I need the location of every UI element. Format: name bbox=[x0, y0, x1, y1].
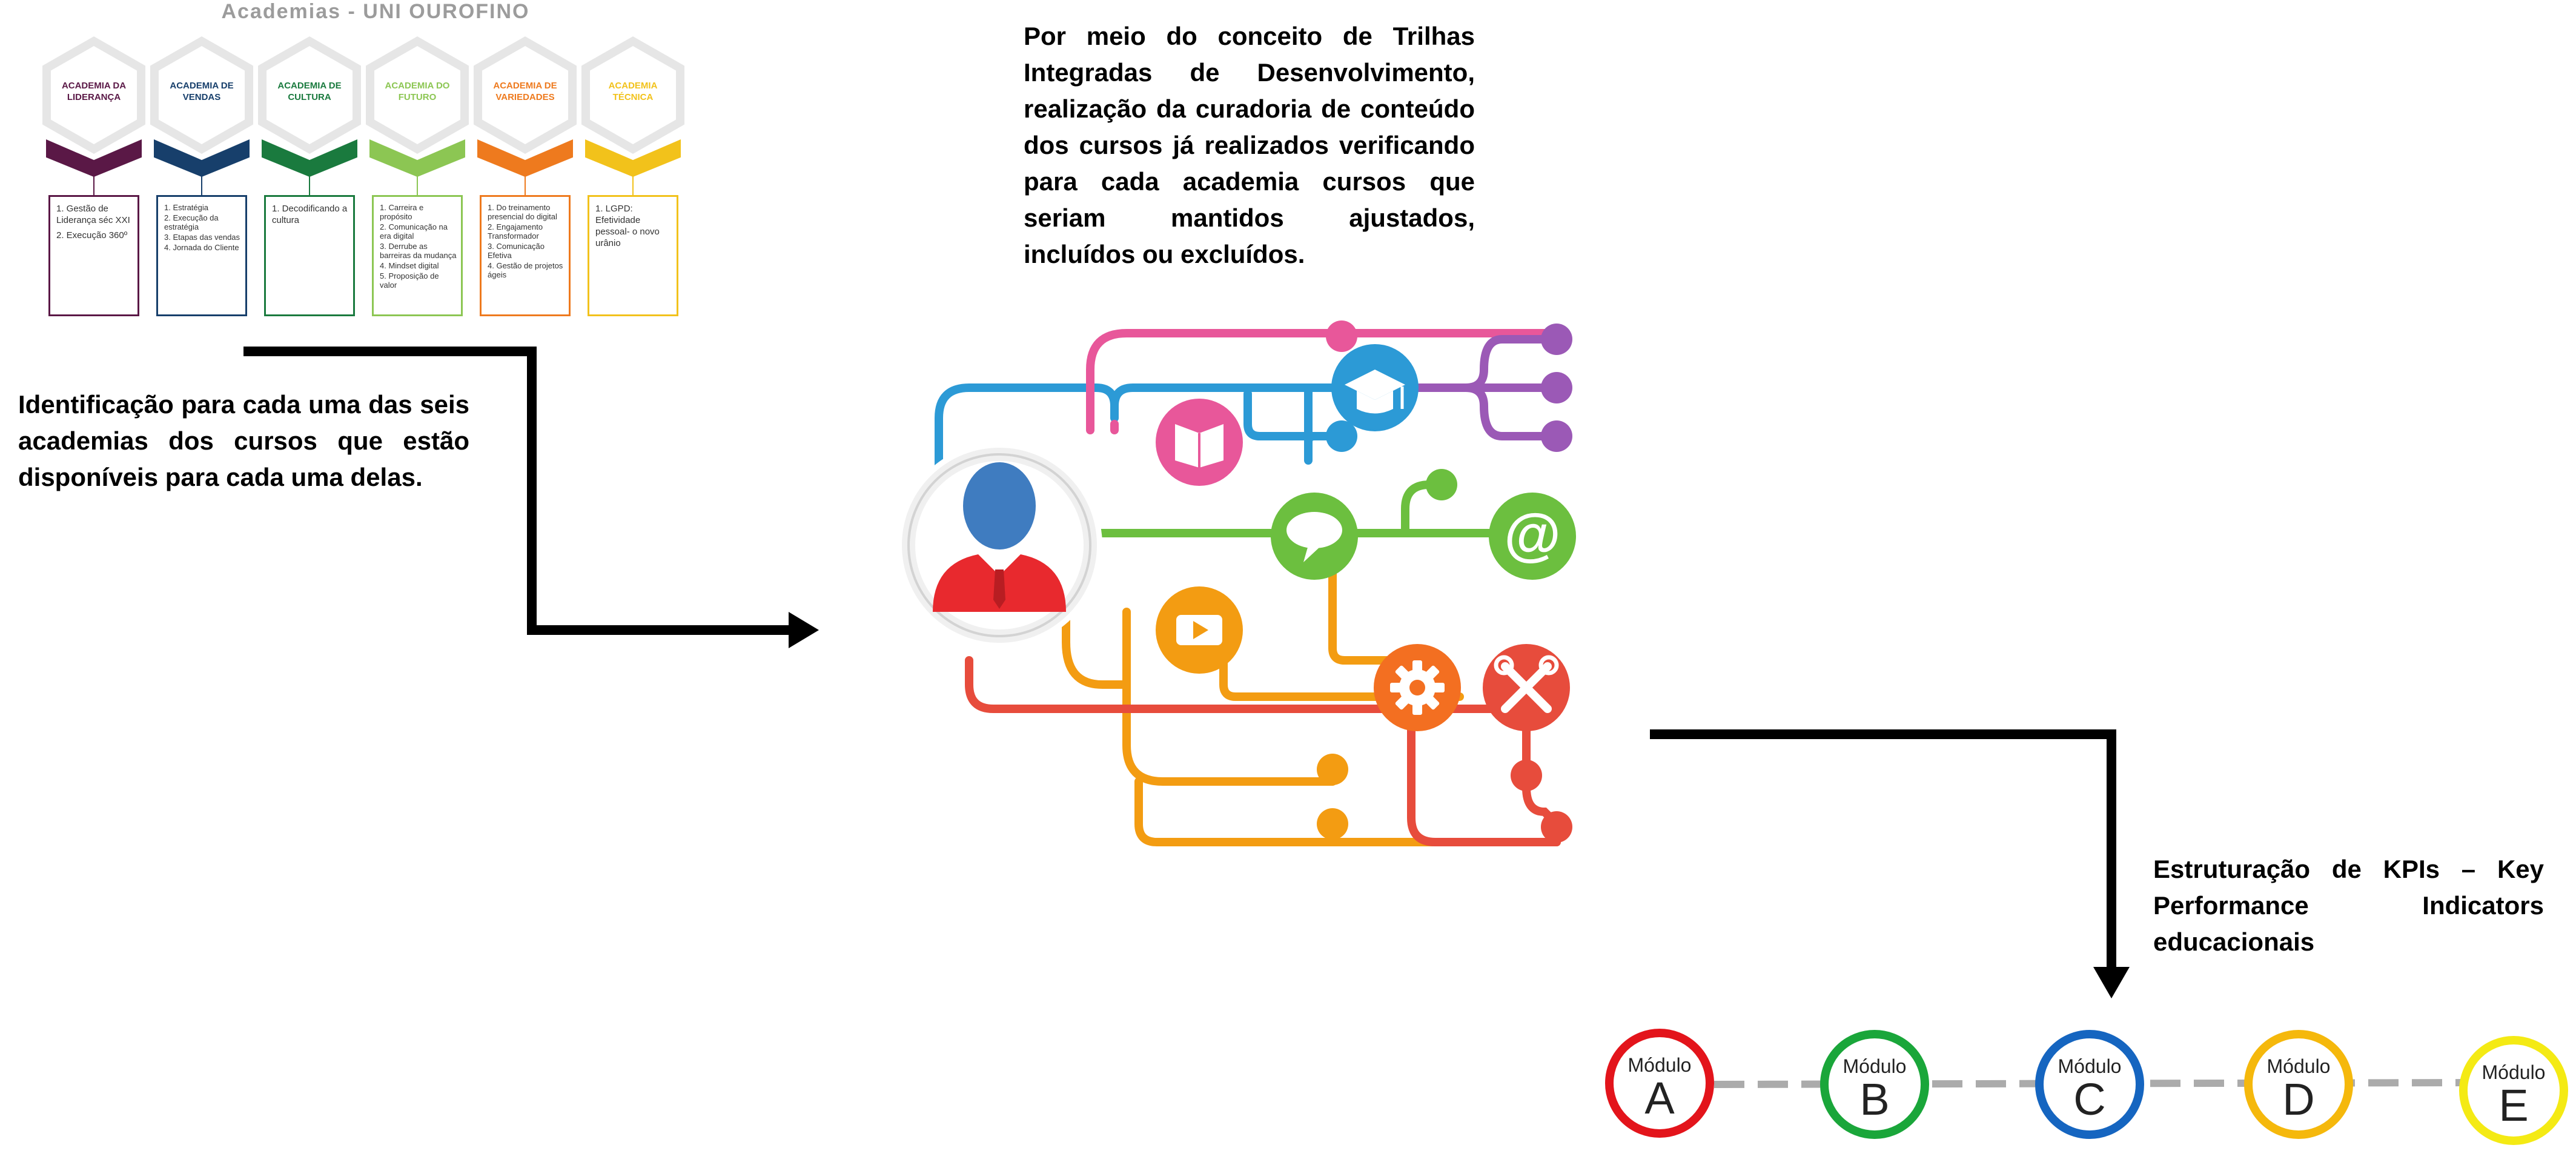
module-c: Módulo C bbox=[2035, 1030, 2144, 1139]
academy-name: ACADEMIA TÉCNICA bbox=[608, 81, 658, 102]
course-item: 2. Engajamento Transformador bbox=[488, 222, 543, 241]
academy-column: ACADEMIA TÉCNICA 1. LGPD: Efetividade pe… bbox=[581, 36, 684, 321]
curation-text: Por meio do conceito de Trilhas Integrad… bbox=[1024, 22, 1475, 268]
course-item: 4. Jornada do Cliente bbox=[164, 243, 239, 252]
course-item: 2. Execução da estratégia bbox=[164, 213, 219, 231]
course-item: 1. Decodificando a cultura bbox=[272, 204, 348, 225]
course-item: 1. Do treinamento presencial do digital bbox=[488, 203, 557, 221]
course-item: 2. Comunicação na era digital bbox=[380, 222, 448, 241]
academy-column: ACADEMIA DE VARIEDADES 1. Do treinamento… bbox=[474, 36, 577, 321]
academy-courses-box: 1. Estratégia 2. Execução da estratégia 3.… bbox=[156, 195, 247, 316]
chat-bubble-icon bbox=[1271, 493, 1358, 580]
course-item: 2. Execução 360º bbox=[56, 230, 128, 241]
arrow-to-modules bbox=[1650, 729, 2130, 998]
academy-hexagon bbox=[150, 36, 253, 154]
academy-name: ACADEMIA DE CULTURA bbox=[277, 81, 342, 102]
module-label: Módulo bbox=[1627, 1054, 1692, 1076]
course-item: 5. Proposição de valor bbox=[380, 271, 439, 290]
academy-column: ACADEMIA DO FUTURO 1. Carreira e propósi… bbox=[366, 36, 469, 321]
tools-icon bbox=[1483, 644, 1570, 731]
course-item: 1. Gestão de Liderança séc XXI bbox=[56, 204, 130, 225]
academy-courses-box: 1. Gestão de Liderança séc XXI 2. Execuçã… bbox=[48, 195, 139, 316]
course-item: 3. Etapas das vendas bbox=[164, 233, 240, 242]
module-label: Módulo bbox=[2266, 1055, 2331, 1077]
module-e: Módulo E bbox=[2459, 1036, 2568, 1145]
academy-courses-box: 1. LGPD: Efetividade pessoal- o novo urâ… bbox=[588, 195, 678, 316]
user-icon bbox=[896, 442, 1102, 648]
play-icon bbox=[1156, 586, 1243, 674]
arrow-to-illustration bbox=[243, 347, 819, 648]
svg-text:@: @ bbox=[1504, 502, 1561, 567]
module-d: Módulo D bbox=[2244, 1030, 2353, 1139]
academy-courses-box: 1. Do treinamento presencial do digital 2… bbox=[480, 195, 571, 316]
academy-column: ACADEMIA DA LIDERANÇA 1. Gestão de Lider… bbox=[42, 36, 145, 321]
academy-name: ACADEMIA DE VARIEDADES bbox=[493, 81, 557, 102]
course-item: 1. Estratégia bbox=[164, 203, 208, 212]
academy-column: ACADEMIA DE CULTURA 1. Decodificando a c… bbox=[258, 36, 361, 321]
module-b: Módulo B bbox=[1820, 1030, 1929, 1139]
module-label: Módulo bbox=[2058, 1055, 2122, 1077]
academy-name: ACADEMIA DO FUTURO bbox=[385, 81, 450, 102]
course-item: 4. Gestão de projetos ágeis bbox=[488, 261, 563, 279]
module-letter: A bbox=[1644, 1073, 1675, 1123]
identification-text: Identificação para cada uma das seis aca… bbox=[18, 390, 469, 491]
course-item: 4. Mindset digital bbox=[380, 261, 439, 270]
module-label: Módulo bbox=[1843, 1055, 1907, 1077]
academy-name: ACADEMIA DE VENDAS bbox=[170, 81, 234, 102]
at-sign-icon: @ bbox=[1489, 493, 1576, 580]
academy-courses-box: 1. Carreira e propósito 2. Comunicação na… bbox=[372, 195, 463, 316]
graduation-cap-icon bbox=[1331, 344, 1419, 431]
academies-title: Academias - UNI OUROFINO bbox=[221, 0, 530, 23]
academies-panel: ACADEMIA DA LIDERANÇA 1. Gestão de Lider… bbox=[42, 36, 709, 321]
academy-name: ACADEMIA DA LIDERANÇA bbox=[61, 81, 127, 102]
module-letter: B bbox=[1859, 1074, 1890, 1124]
gear-icon bbox=[1374, 644, 1461, 731]
module-letter: E bbox=[2498, 1080, 2529, 1130]
kpi-text: Estruturação de KPIs – Key Performance I… bbox=[2153, 855, 2544, 956]
academy-courses-box: 1. Decodificando a cultura bbox=[264, 195, 355, 316]
course-item: 3. Comunicação Efetiva bbox=[488, 242, 545, 260]
course-item: 1. Carreira e propósito bbox=[380, 203, 424, 221]
course-item: 1. LGPD: Efetividade pessoal- o novo urâ… bbox=[595, 204, 660, 248]
module-a: Módulo A bbox=[1605, 1029, 1714, 1138]
learning-paths-illustration: @ bbox=[896, 320, 1576, 846]
course-item: 3. Derrube as barreiras da mudança bbox=[380, 242, 457, 260]
module-letter: C bbox=[2073, 1074, 2106, 1124]
module-label: Módulo bbox=[2482, 1061, 2546, 1083]
academy-column: ACADEMIA DE VENDAS 1. Estratégia 2. Execu… bbox=[150, 36, 253, 321]
module-letter: D bbox=[2282, 1074, 2315, 1124]
book-icon bbox=[1156, 399, 1243, 486]
